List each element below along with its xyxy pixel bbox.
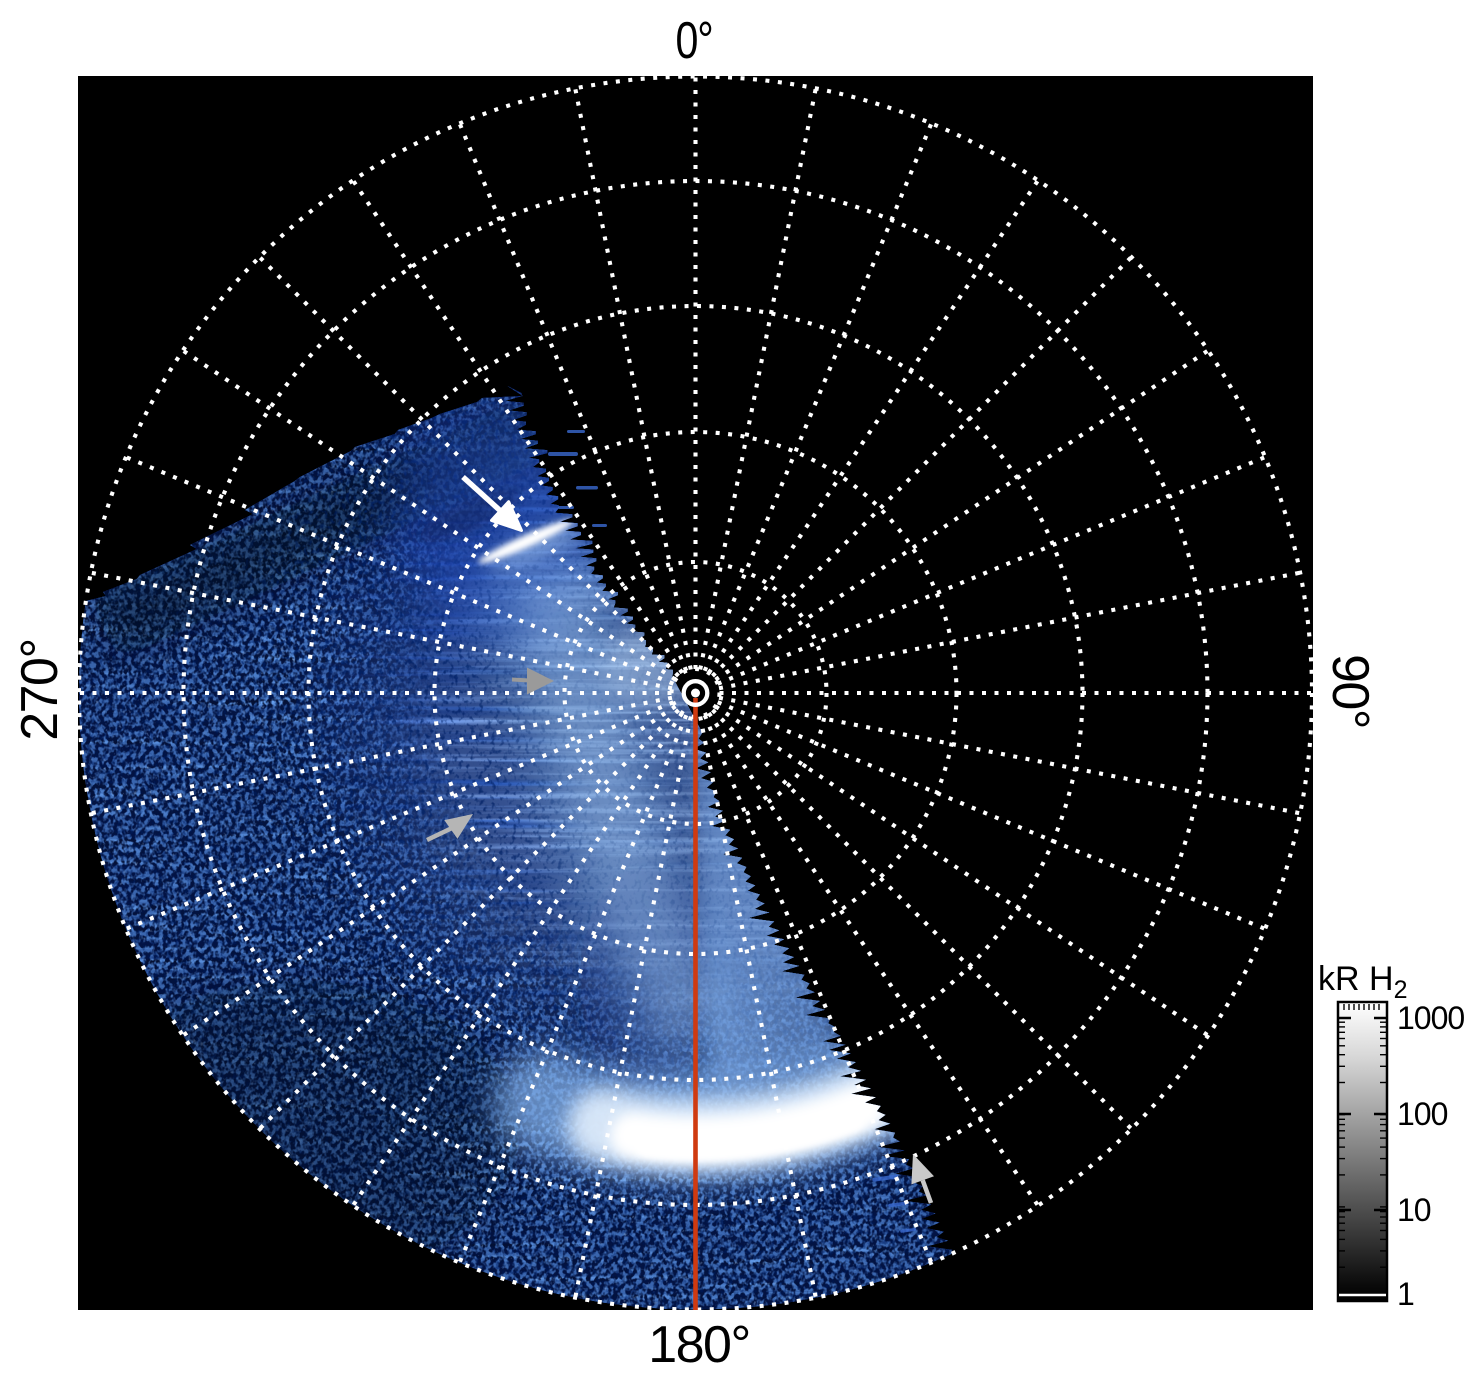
svg-text:180°: 180° xyxy=(648,1316,750,1374)
svg-text:90°: 90° xyxy=(1321,654,1379,728)
svg-text:270°: 270° xyxy=(11,639,69,741)
svg-text:0°: 0° xyxy=(676,12,713,70)
svg-text:1000: 1000 xyxy=(1397,1000,1464,1036)
svg-text:kR H2: kR H2 xyxy=(1318,960,1407,1004)
svg-text:1: 1 xyxy=(1397,1276,1414,1312)
svg-text:10: 10 xyxy=(1397,1192,1431,1228)
svg-text:100: 100 xyxy=(1397,1096,1448,1132)
